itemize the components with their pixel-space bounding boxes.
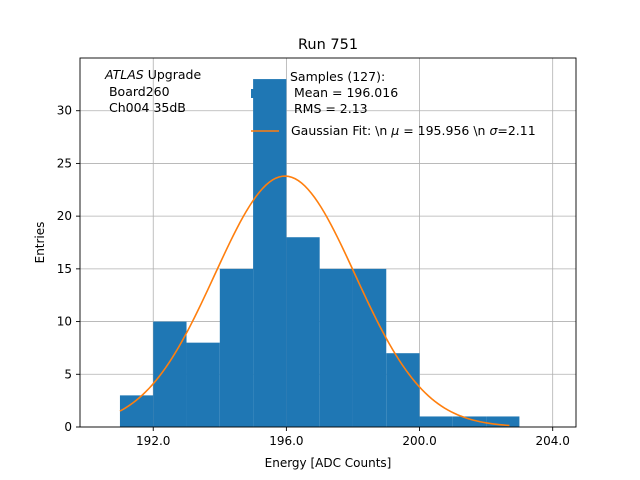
histogram-bars — [119, 79, 520, 427]
legend-hist-line-1: Samples (127): — [290, 69, 385, 84]
x-tick-label: 204.0 — [536, 434, 570, 448]
histogram-bar — [253, 79, 287, 427]
y-tick-label: 20 — [57, 209, 72, 223]
upgrade-label: Upgrade — [144, 67, 202, 82]
legend-hist-line-2: Mean = 196.016 — [290, 85, 398, 100]
board-label: Board260 — [105, 84, 170, 99]
y-tick-label: 5 — [64, 367, 72, 381]
y-axis-label: Entries — [33, 222, 47, 264]
x-tick-label: 192.0 — [136, 434, 170, 448]
histogram-bar — [319, 268, 353, 427]
y-tick-label: 25 — [57, 156, 72, 170]
histogram-bar — [153, 321, 187, 427]
x-tick-label: 200.0 — [402, 434, 436, 448]
legend-hist-line-3: RMS = 2.13 — [290, 101, 368, 116]
histogram-bar — [386, 353, 420, 427]
gaussian-fit-line — [119, 175, 510, 427]
y-tick-label: 15 — [57, 262, 72, 276]
histogram-bar — [352, 268, 387, 427]
channel-label: Ch004 35dB — [105, 100, 186, 115]
x-axis-label: Energy [ADC Counts] — [265, 456, 392, 470]
y-axis-ticks: 0 5 10 15 20 25 30 — [57, 104, 80, 434]
atlas-label: ATLAS — [104, 67, 144, 82]
y-tick-label: 10 — [57, 315, 72, 329]
legend: Samples (127): Mean = 196.016 RMS = 2.13… — [251, 69, 536, 138]
histogram-bar — [486, 416, 520, 427]
y-tick-label: 0 — [64, 420, 72, 434]
x-axis-ticks: 192.0 196.0 200.0 204.0 — [136, 427, 570, 448]
histogram-bar — [286, 237, 320, 427]
histogram-bar — [186, 342, 220, 427]
legend-fit-label: Gaussian Fit: \n μ = 195.956 \n σ=2.11 — [291, 123, 536, 138]
svg-text:ATLAS Upgrade: ATLAS Upgrade — [104, 67, 201, 82]
histogram-bar — [219, 268, 254, 427]
histogram-bar — [419, 416, 453, 427]
histogram-bar — [452, 416, 487, 427]
gaussian-fit — [119, 175, 510, 427]
x-tick-label: 196.0 — [269, 434, 303, 448]
chart-title: Run 751 — [298, 37, 358, 53]
y-tick-label: 30 — [57, 104, 72, 118]
plot-frame — [79, 57, 577, 428]
legend-hist-swatch — [251, 89, 279, 98]
atlas-annotation: ATLAS Upgrade Board260 Ch004 35dB — [104, 67, 201, 115]
